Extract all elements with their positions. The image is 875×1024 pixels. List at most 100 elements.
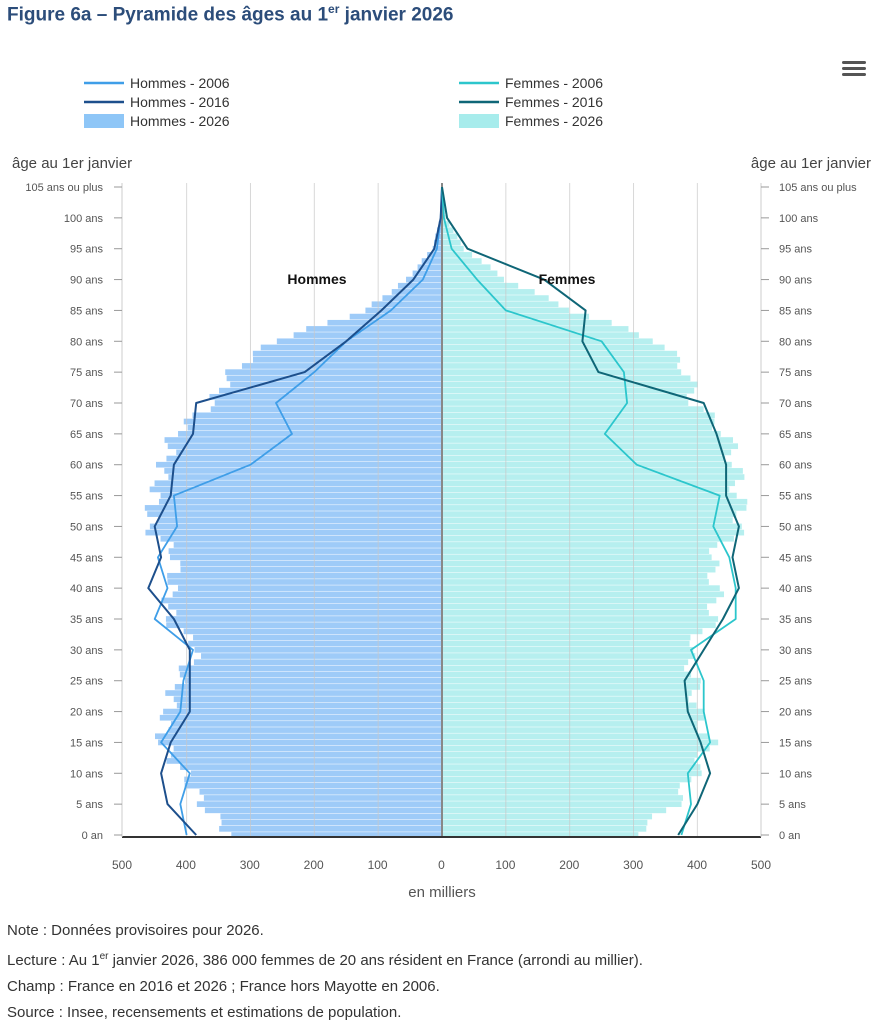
bar-hommes-2026 bbox=[203, 795, 442, 801]
bar-femmes-2026 bbox=[442, 665, 685, 672]
bar-hommes-2026 bbox=[226, 375, 442, 382]
bar-femmes-2026 bbox=[442, 653, 696, 659]
bar-femmes-2026 bbox=[442, 387, 695, 394]
bar-femmes-2026 bbox=[442, 807, 667, 814]
bar-femmes-2026 bbox=[442, 344, 665, 351]
bar-hommes-2026 bbox=[193, 659, 442, 666]
legend-label: Hommes - 2026 bbox=[130, 113, 230, 129]
bar-femmes-2026 bbox=[442, 733, 710, 740]
bar-hommes-2026 bbox=[168, 727, 442, 733]
legend-label: Femmes - 2006 bbox=[505, 75, 603, 91]
bar-femmes-2026 bbox=[442, 560, 720, 567]
bar-hommes-2026 bbox=[159, 714, 443, 721]
bar-femmes-2026 bbox=[442, 690, 692, 696]
bar-femmes-2026 bbox=[442, 443, 739, 450]
bar-femmes-2026 bbox=[442, 480, 735, 487]
population-pyramid-chart: Hommes - 2006 Hommes - 2016 Hommes - 2026 F… bbox=[12, 75, 871, 901]
bar-femmes-2026 bbox=[442, 455, 726, 462]
bar-femmes-2026 bbox=[442, 616, 719, 622]
y-tick-label-right: 55 ans bbox=[779, 491, 813, 503]
bar-hommes-2026 bbox=[196, 801, 442, 807]
x-tick-label: 0 bbox=[438, 858, 445, 872]
bar-femmes-2026 bbox=[442, 591, 725, 598]
bar-hommes-2026 bbox=[169, 554, 442, 561]
bar-femmes-2026 bbox=[442, 609, 709, 616]
y-tick-label-left: 15 ans bbox=[70, 737, 104, 749]
y-tick-label-right: 90 ans bbox=[779, 275, 813, 287]
bar-femmes-2026 bbox=[442, 468, 743, 474]
bar-femmes-2026 bbox=[442, 313, 590, 320]
y-tick-label-left: 90 ans bbox=[70, 275, 104, 287]
x-tick-label: 500 bbox=[112, 858, 132, 872]
bar-hommes-2026 bbox=[193, 634, 442, 641]
bar-hommes-2026 bbox=[179, 671, 442, 678]
y-tick-label-right: 20 ans bbox=[779, 707, 813, 719]
bar-femmes-2026 bbox=[442, 745, 710, 752]
lecture-prefix: Lecture : Au 1 bbox=[7, 952, 100, 969]
bar-hommes-2026 bbox=[187, 424, 442, 431]
bar-hommes-2026 bbox=[149, 486, 442, 493]
y-tick-label-left: 65 ans bbox=[70, 429, 104, 441]
bar-hommes-2026 bbox=[209, 393, 442, 400]
bar-hommes-2026 bbox=[276, 338, 442, 345]
bar-hommes-2026 bbox=[147, 511, 442, 517]
bar-femmes-2026 bbox=[442, 832, 639, 838]
bar-femmes-2026 bbox=[442, 461, 732, 468]
bar-femmes-2026 bbox=[442, 628, 703, 635]
bar-hommes-2026 bbox=[365, 307, 442, 314]
bar-hommes-2026 bbox=[164, 437, 443, 443]
bar-femmes-2026 bbox=[442, 498, 748, 505]
bar-femmes-2026 bbox=[442, 819, 648, 826]
hamburger-menu-icon[interactable] bbox=[842, 58, 866, 80]
y-tick-label-right: 35 ans bbox=[779, 614, 813, 626]
bar-hommes-2026 bbox=[210, 406, 442, 413]
y-tick-label-right: 75 ans bbox=[779, 367, 813, 379]
bar-hommes-2026 bbox=[199, 788, 442, 795]
bar-femmes-2026 bbox=[442, 714, 705, 721]
bar-femmes-2026 bbox=[442, 585, 720, 591]
y-tick-label-left: 95 ans bbox=[70, 244, 104, 256]
y-tick-label-left: 5 ans bbox=[76, 799, 103, 811]
bar-hommes-2026 bbox=[180, 764, 442, 770]
bar-hommes-2026 bbox=[167, 572, 443, 579]
title-sup: er bbox=[328, 2, 340, 16]
footer-lecture: Lecture : Au 1er janvier 2026, 386 000 f… bbox=[7, 951, 643, 969]
bar-hommes-2026 bbox=[180, 560, 442, 567]
bar-femmes-2026 bbox=[442, 758, 695, 764]
bar-hommes-2026 bbox=[260, 344, 442, 351]
bar-femmes-2026 bbox=[442, 801, 682, 807]
bar-femmes-2026 bbox=[442, 412, 715, 419]
y-tick-label-right: 0 an bbox=[779, 830, 800, 842]
bar-hommes-2026 bbox=[327, 319, 442, 326]
bar-femmes-2026 bbox=[442, 270, 498, 277]
bar-femmes-2026 bbox=[442, 406, 704, 413]
bar-hommes-2026 bbox=[154, 480, 442, 487]
bar-hommes-2026 bbox=[173, 696, 443, 703]
bar-femmes-2026 bbox=[442, 332, 639, 338]
bar-hommes-2026 bbox=[161, 597, 442, 604]
bar-femmes-2026 bbox=[442, 375, 691, 382]
bar-hommes-2026 bbox=[168, 603, 442, 610]
bar-femmes-2026 bbox=[442, 770, 702, 777]
bar-hommes-2026 bbox=[170, 721, 442, 727]
bar-hommes-2026 bbox=[406, 276, 442, 283]
bar-femmes-2026 bbox=[442, 671, 692, 678]
bar-hommes-2026 bbox=[183, 628, 443, 635]
bar-femmes-2026 bbox=[442, 634, 691, 641]
bar-hommes-2026 bbox=[252, 356, 442, 363]
bar-femmes-2026 bbox=[442, 708, 705, 715]
bar-femmes-2026 bbox=[442, 431, 721, 437]
bar-hommes-2026 bbox=[164, 468, 442, 474]
bar-femmes-2026 bbox=[442, 511, 737, 517]
ticks: 0 an 0 an 5 ans 5 ans 10 ans 10 ans 15 ans 15 a… bbox=[25, 182, 857, 872]
bar-femmes-2026 bbox=[442, 369, 682, 375]
y-tick-label-left: 0 an bbox=[82, 830, 103, 842]
bar-hommes-2026 bbox=[397, 282, 442, 289]
bar-femmes-2026 bbox=[442, 245, 464, 252]
legend-swatch bbox=[459, 114, 499, 128]
legend-label: Hommes - 2016 bbox=[130, 94, 230, 110]
bar-femmes-2026 bbox=[442, 554, 712, 561]
bar-hommes-2026 bbox=[176, 449, 442, 456]
lecture-sup: er bbox=[99, 951, 109, 962]
y-tick-label-left: 105 ans ou plus bbox=[25, 182, 103, 194]
